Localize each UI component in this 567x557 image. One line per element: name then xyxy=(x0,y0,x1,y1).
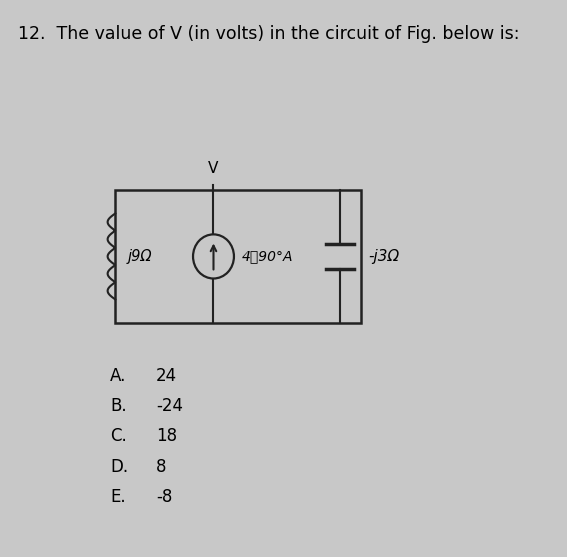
Text: A.: A. xyxy=(110,367,126,385)
Text: 24: 24 xyxy=(156,367,177,385)
Text: D.: D. xyxy=(110,458,128,476)
Text: -8: -8 xyxy=(156,488,172,506)
Text: 18: 18 xyxy=(156,427,177,446)
Text: V: V xyxy=(208,162,219,177)
Text: -j3Ω: -j3Ω xyxy=(369,249,400,264)
Text: B.: B. xyxy=(110,397,127,415)
Text: C.: C. xyxy=(110,427,127,446)
Text: -24: -24 xyxy=(156,397,183,415)
Text: j9Ω: j9Ω xyxy=(128,249,153,264)
Text: E.: E. xyxy=(110,488,126,506)
Text: 4⤈90°A: 4⤈90°A xyxy=(242,250,293,263)
Circle shape xyxy=(193,234,234,278)
Text: 12.  The value of V (in volts) in the circuit of Fig. below is:: 12. The value of V (in volts) in the cir… xyxy=(18,25,519,43)
Text: 8: 8 xyxy=(156,458,167,476)
Bar xyxy=(115,190,361,323)
